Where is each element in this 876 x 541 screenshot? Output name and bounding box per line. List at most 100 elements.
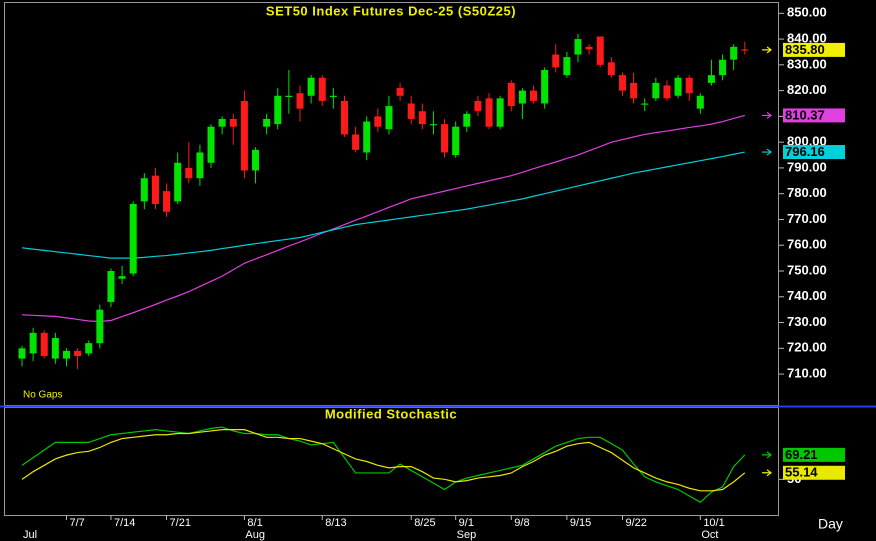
candle-body	[107, 271, 115, 302]
candle-body	[630, 82, 638, 99]
last-value-label: 835.80	[785, 42, 825, 57]
candle-body	[163, 191, 171, 212]
candle-body	[396, 88, 404, 96]
candle-body	[618, 75, 626, 91]
candle-body	[674, 77, 682, 96]
y-tick-label: 850.00	[787, 5, 827, 20]
y-tick-label: 790.00	[787, 159, 827, 174]
series-line	[21, 429, 746, 492]
candle-body	[118, 276, 126, 279]
y-tick-label: 800.00	[787, 134, 827, 149]
candle-body	[307, 77, 315, 96]
annotation: No Gaps	[23, 390, 62, 401]
candle-body	[207, 126, 215, 163]
candle-body	[518, 90, 526, 104]
candle-body	[485, 98, 493, 127]
last-value-box	[783, 447, 845, 462]
candle-body	[374, 116, 382, 127]
y-tick-label: 730.00	[787, 314, 827, 329]
candle-body	[274, 95, 282, 125]
x-tick-label: 8/1	[247, 517, 262, 529]
candle-body	[318, 77, 326, 101]
x-tick-label: 9/15	[570, 517, 591, 529]
candle-body	[696, 95, 704, 109]
candle-body	[496, 98, 504, 127]
candle-body	[730, 46, 738, 60]
x-tick-label: 9/1	[459, 517, 474, 529]
last-value-label: 796.16	[785, 144, 825, 159]
x-tick-label: 7/21	[170, 517, 191, 529]
x-tick-label: 7/7	[69, 517, 84, 529]
candle-body	[129, 204, 137, 274]
candle-body	[18, 348, 26, 359]
x-tick-label: 10/1	[703, 517, 724, 529]
candle-body	[85, 343, 93, 354]
last-value-label: 810.37	[785, 107, 825, 122]
y-tick-label: 740.00	[787, 288, 827, 303]
x-month-label: Jul	[23, 529, 37, 541]
y-tick-label: 820.00	[787, 82, 827, 97]
candle-body	[140, 178, 148, 202]
last-value-box	[783, 42, 845, 57]
y-tick-label: 760.00	[787, 237, 827, 252]
x-month-label: Oct	[701, 529, 718, 541]
candle-body	[452, 126, 460, 156]
candle-body	[652, 82, 660, 99]
candle-body	[185, 167, 193, 179]
candle-body	[541, 70, 549, 104]
candle-body	[174, 162, 182, 202]
last-value-label: 55.14	[785, 465, 818, 480]
candle-body	[363, 121, 371, 153]
last-value-arrow	[762, 46, 772, 54]
y-tick-label: 720.00	[787, 340, 827, 355]
x-tick-label: 9/22	[625, 517, 646, 529]
y-tick-label: 710.00	[787, 366, 827, 381]
candle-body	[685, 77, 693, 94]
last-value-arrow	[762, 111, 772, 119]
last-value-box	[783, 465, 845, 480]
last-value-arrow	[762, 148, 772, 156]
candle-body	[96, 309, 104, 344]
series-line	[21, 114, 745, 323]
last-value-arrow	[762, 451, 772, 459]
y-tick-label: 830.00	[787, 56, 827, 71]
candle-body	[441, 124, 449, 153]
candle-body	[40, 332, 48, 357]
candle-body	[263, 118, 271, 127]
candle-body	[62, 350, 70, 359]
series-line	[21, 151, 745, 259]
y-tick-label: 840.00	[787, 31, 827, 46]
candle-body	[707, 75, 715, 83]
candle-body	[385, 106, 393, 130]
candle-body	[407, 103, 415, 119]
x-tick-label: 9/8	[514, 517, 529, 529]
period-label: Day	[818, 516, 843, 532]
x-tick-label: 7/14	[114, 517, 135, 529]
indicator-title: Modified Stochastic	[325, 406, 457, 421]
candle-body	[29, 332, 37, 354]
candle-body	[252, 149, 260, 171]
x-month-label: Aug	[245, 529, 265, 541]
candle-body	[340, 100, 348, 135]
y-tick-label: 770.00	[787, 211, 827, 226]
candle-body	[51, 338, 59, 359]
candle-body	[229, 118, 237, 127]
candle-body	[329, 95, 337, 97]
last-value-box	[783, 145, 845, 160]
candle-body	[585, 46, 593, 50]
last-value-arrow	[762, 469, 772, 477]
candle-body	[296, 93, 304, 109]
candle-body	[563, 57, 571, 76]
candle-body	[596, 36, 604, 65]
chart-title: SET50 Index Futures Dec-25 (S50Z25)	[266, 3, 516, 18]
x-tick-label: 8/25	[414, 517, 435, 529]
series-line	[21, 426, 746, 503]
candle-body	[463, 113, 471, 127]
candle-body	[352, 134, 360, 150]
x-month-label: Sep	[457, 529, 477, 541]
candle-body	[663, 85, 671, 99]
candle-body	[574, 39, 582, 55]
candle-body	[530, 90, 538, 101]
